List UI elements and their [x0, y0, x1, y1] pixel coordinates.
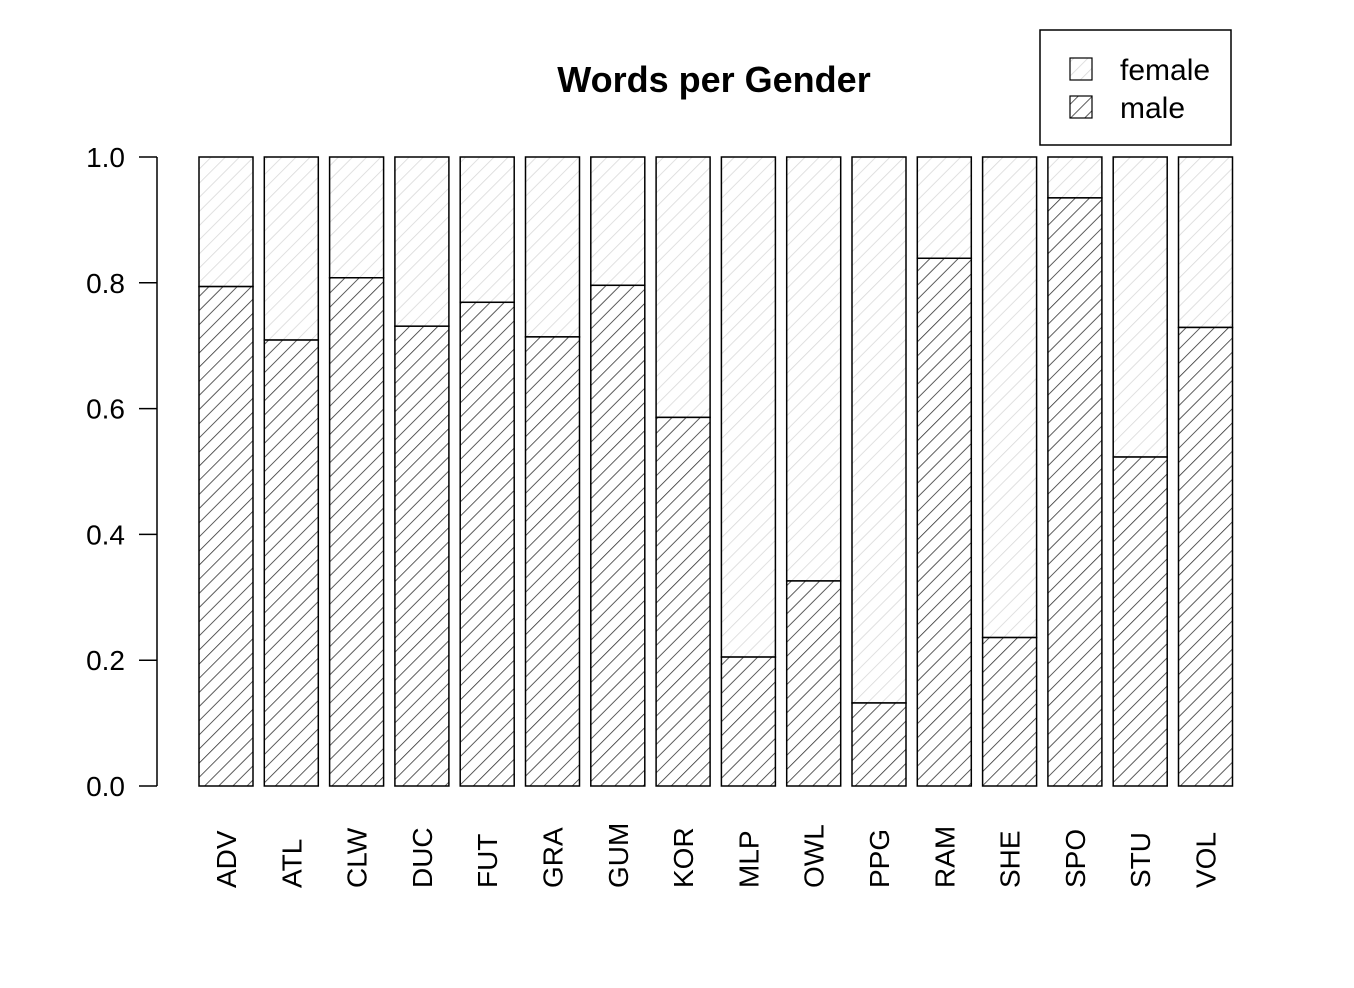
bar-male-owl — [785, 580, 842, 787]
bar-female-ppg — [851, 156, 907, 704]
bar-male-vol — [1177, 326, 1234, 787]
chart-title: Words per Gender — [557, 59, 870, 100]
x-tick-label: GUM — [603, 823, 634, 888]
bar-female-fut — [459, 156, 515, 304]
bar-female-kor — [655, 156, 711, 419]
bar-male-kor — [655, 416, 711, 787]
legend-box — [1039, 29, 1232, 146]
bar-male-spo — [1047, 197, 1103, 787]
bar-female-she — [981, 156, 1038, 639]
x-tick-label: ADV — [211, 830, 242, 888]
y-axis: 0.0 0.2 0.4 0.6 0.8 1.0 — [86, 142, 158, 802]
bar-male-stu — [1112, 456, 1168, 787]
y-tick-label: 0.8 — [86, 268, 125, 299]
bar-female-clw — [328, 156, 385, 279]
bar-female-adv — [198, 156, 254, 288]
legend-label-female: female — [1120, 54, 1210, 87]
bar-male-clw — [328, 277, 385, 787]
bar-male-ram — [916, 257, 973, 787]
bar-female-gum — [590, 156, 646, 287]
bar-female-duc — [394, 156, 450, 327]
bar-male-adv — [198, 285, 254, 787]
x-tick-label: FUT — [472, 834, 503, 888]
bar-female-gra — [524, 156, 581, 338]
bar-female-ram — [916, 156, 973, 260]
bar-male-fut — [459, 301, 515, 787]
x-tick-label: GRA — [538, 827, 569, 888]
x-tick-label: RAM — [929, 826, 960, 888]
legend: female male — [1039, 29, 1232, 146]
legend-swatch-male — [1069, 95, 1093, 119]
x-tick-label: CLW — [342, 827, 373, 888]
x-tick-label: ATL — [276, 839, 307, 888]
bar-male-duc — [394, 325, 450, 787]
bar-female-atl — [263, 156, 320, 341]
bars — [198, 156, 1234, 787]
y-tick-label: 0.6 — [86, 394, 125, 425]
x-tick-label: SPO — [1060, 829, 1091, 888]
x-axis-labels: ADV ATL CLW DUC FUT GRA GUM KOR MLP OWL PPG RAM SHE S… — [211, 823, 1222, 888]
bar-male-she — [981, 636, 1038, 787]
x-tick-label: VOL — [1191, 832, 1222, 888]
bar-female-owl — [785, 156, 842, 582]
y-tick-label: 0.2 — [86, 645, 125, 676]
bar-female-spo — [1047, 156, 1103, 199]
y-tick-label: 1.0 — [86, 142, 125, 173]
x-tick-label: MLP — [733, 830, 764, 888]
bar-female-mlp — [720, 156, 777, 658]
x-tick-label: OWL — [799, 824, 830, 888]
legend-label-male: male — [1120, 92, 1185, 125]
bar-female-stu — [1112, 156, 1168, 458]
x-tick-label: SHE — [995, 830, 1026, 888]
x-tick-label: KOR — [668, 827, 699, 888]
x-tick-label: STU — [1125, 832, 1156, 888]
bar-male-ppg — [851, 702, 907, 787]
x-tick-label: PPG — [864, 829, 895, 888]
y-tick-label: 0.4 — [86, 519, 125, 550]
bar-male-gum — [590, 284, 646, 787]
bar-male-mlp — [720, 656, 777, 787]
bar-male-gra — [524, 336, 581, 787]
y-tick-label: 0.0 — [86, 771, 125, 802]
bar-female-vol — [1177, 156, 1234, 329]
x-tick-label: DUC — [407, 827, 438, 888]
bar-male-atl — [263, 339, 320, 787]
legend-swatch-female — [1069, 57, 1093, 81]
